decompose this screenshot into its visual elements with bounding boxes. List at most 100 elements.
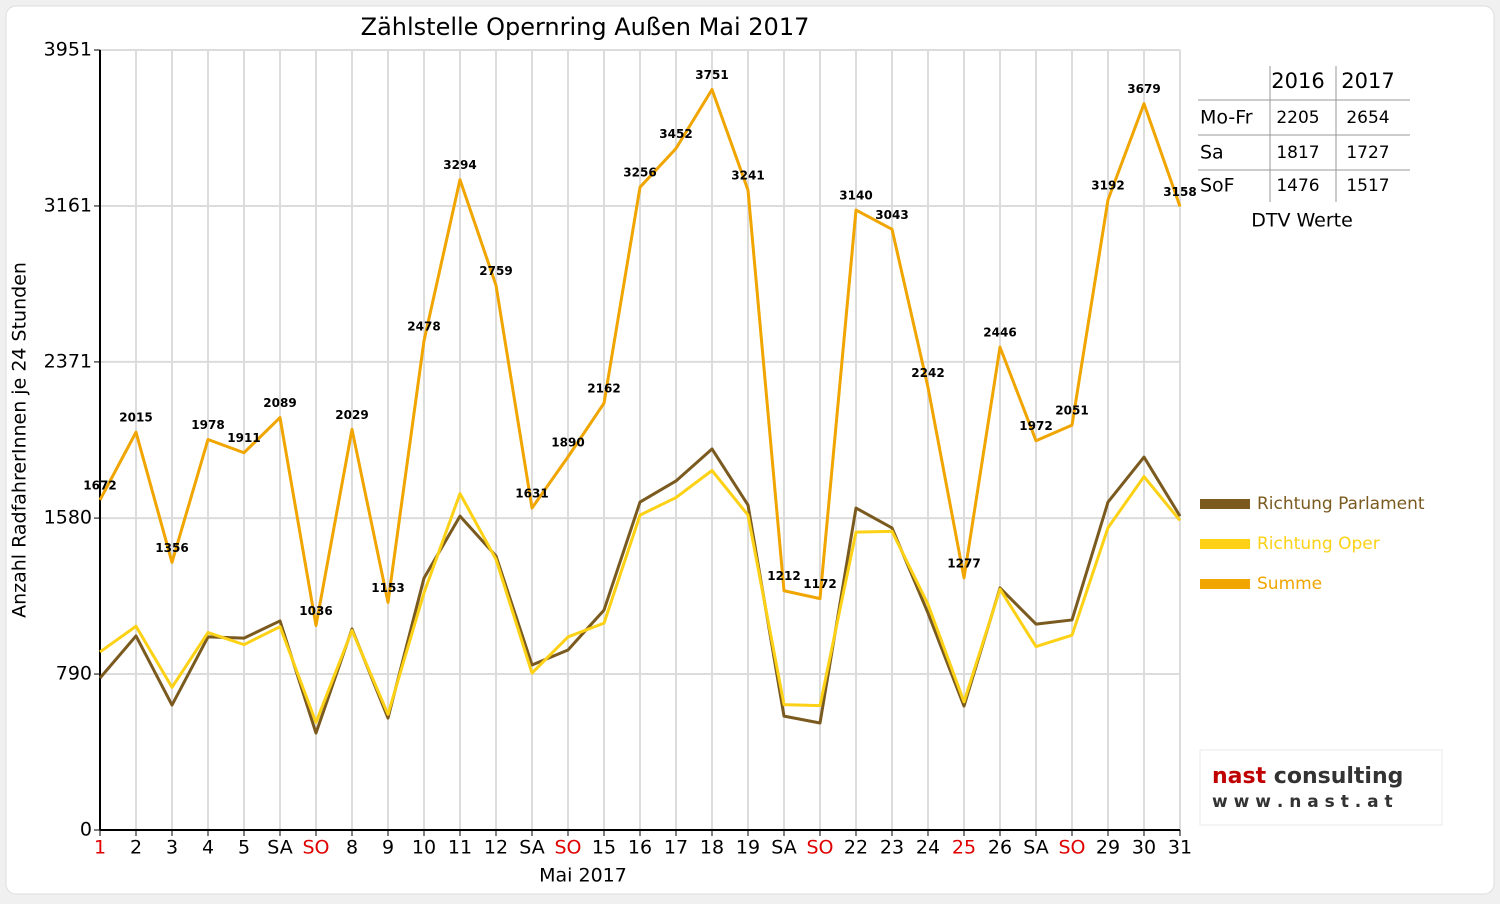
table-cell: Sa: [1200, 142, 1224, 164]
data-label: 1978: [191, 418, 224, 432]
x-tick-label: 4: [202, 837, 214, 859]
x-tick-label: 16: [628, 837, 652, 859]
x-tick-label: 9: [382, 837, 394, 859]
data-label: 3140: [839, 189, 872, 203]
x-tick-label: 2: [130, 837, 142, 859]
dtv-table: 2016 2017 Mo-Fr 2205 2654 Sa 1817 1727 S…: [1198, 66, 1410, 232]
data-label: 1153: [371, 581, 404, 595]
x-tick-label: 19: [736, 837, 760, 859]
x-tick-label: SO: [806, 837, 833, 859]
data-label: 1972: [1019, 419, 1052, 433]
x-tick-label: 1: [94, 837, 106, 859]
data-label: 2089: [263, 396, 296, 410]
panel: [5, 5, 1495, 895]
x-tick-label: 24: [916, 837, 940, 859]
table-cell: 2654: [1346, 108, 1389, 128]
data-label: 1356: [155, 541, 188, 555]
data-label: 3241: [731, 169, 764, 183]
table-cell: 1727: [1346, 143, 1389, 163]
x-tick-label: 25: [952, 837, 976, 859]
x-tick-label: SO: [554, 837, 581, 859]
data-label: 2162: [587, 382, 620, 396]
x-tick-label: 22: [844, 837, 868, 859]
data-label: 1672: [83, 478, 116, 492]
y-tick-label: 3161: [44, 194, 92, 216]
data-label: 1036: [299, 604, 332, 618]
data-label: 2759: [479, 264, 512, 278]
data-label: 3751: [695, 68, 728, 82]
data-label: 1890: [551, 435, 584, 449]
logo: nast consulting w w w . n a s t . a t: [1199, 749, 1443, 826]
logo-url: w w w . n a s t . a t: [1212, 792, 1393, 812]
x-tick-label: 11: [448, 837, 472, 859]
table-header: 2016: [1271, 69, 1324, 93]
x-tick-label: 12: [484, 837, 508, 859]
x-tick-label: 8: [346, 837, 358, 859]
x-tick-label: SO: [302, 837, 329, 859]
data-label: 3158: [1163, 185, 1196, 199]
data-label: 3294: [443, 158, 476, 172]
series-line: [99, 469, 1182, 724]
data-label: 2029: [335, 408, 368, 422]
data-label: 1911: [227, 431, 260, 445]
legend-label: Richtung Oper: [1257, 534, 1380, 554]
legend-label: Summe: [1257, 574, 1322, 594]
x-tick-label: 29: [1096, 837, 1120, 859]
table-cell: 1517: [1346, 176, 1389, 196]
table-cell: 1817: [1276, 143, 1319, 163]
table-cell: Mo-Fr: [1200, 107, 1253, 129]
table-cell: 1476: [1276, 176, 1319, 196]
series-line: [98, 87, 1182, 627]
logo-brand: nast: [1212, 764, 1267, 789]
y-tick-label: 2371: [44, 350, 92, 372]
table-caption: DTV Werte: [1251, 210, 1353, 232]
x-tick-label: SA: [519, 837, 544, 859]
x-tick-label: 15: [592, 837, 616, 859]
x-tick-label: 10: [412, 837, 436, 859]
x-tick-label: SA: [771, 837, 796, 859]
x-tick-label: 30: [1132, 837, 1156, 859]
x-tick-label: 26: [988, 837, 1012, 859]
chart-title: Zählstelle Opernring Außen Mai 2017: [361, 13, 810, 41]
x-tick-label: 17: [664, 837, 688, 859]
logo-suffix: consulting: [1274, 764, 1404, 789]
legend-label: Richtung Parlament: [1257, 494, 1425, 514]
x-tick-label: SA: [1023, 837, 1048, 859]
y-tick-label: 1580: [44, 507, 92, 529]
data-label: 1172: [803, 577, 836, 591]
logo-box: [1199, 749, 1443, 826]
table-cell: SoF: [1200, 175, 1235, 197]
y-tick-label: 3951: [44, 39, 92, 61]
data-label: 3043: [875, 208, 908, 222]
x-tick-label: 3: [166, 837, 178, 859]
data-label: 2478: [407, 319, 440, 333]
x-tick-label: 5: [238, 837, 250, 859]
data-label: 3452: [659, 127, 692, 141]
legend-swatch: [1200, 499, 1250, 509]
x-tick-label: 31: [1168, 837, 1192, 859]
data-label: 3256: [623, 166, 656, 180]
data-label: 3679: [1127, 82, 1160, 96]
data-label: 1277: [947, 556, 980, 570]
data-label: 1631: [515, 487, 548, 501]
x-tick-label: SA: [267, 837, 292, 859]
legend-swatch: [1200, 579, 1250, 589]
logo-text: nast consulting: [1212, 764, 1403, 789]
y-axis-label: Anzahl RadfahrerInnen je 24 Stunden: [9, 262, 31, 618]
x-tick-label: SO: [1058, 837, 1085, 859]
data-label: 1212: [767, 569, 800, 583]
table-header: 2017: [1341, 69, 1394, 93]
x-axis-label: Mai 2017: [539, 865, 627, 887]
data-label: 2015: [119, 411, 152, 425]
legend-swatch: [1200, 539, 1250, 549]
table-cell: 2205: [1276, 108, 1319, 128]
data-label: 3192: [1091, 178, 1124, 192]
data-label: 2446: [983, 326, 1016, 340]
y-tick-label: 790: [56, 663, 92, 685]
x-tick-label: 18: [700, 837, 724, 859]
x-tick-label: 23: [880, 837, 904, 859]
y-tick-label: 0: [80, 819, 92, 841]
data-label: 2051: [1055, 404, 1088, 418]
